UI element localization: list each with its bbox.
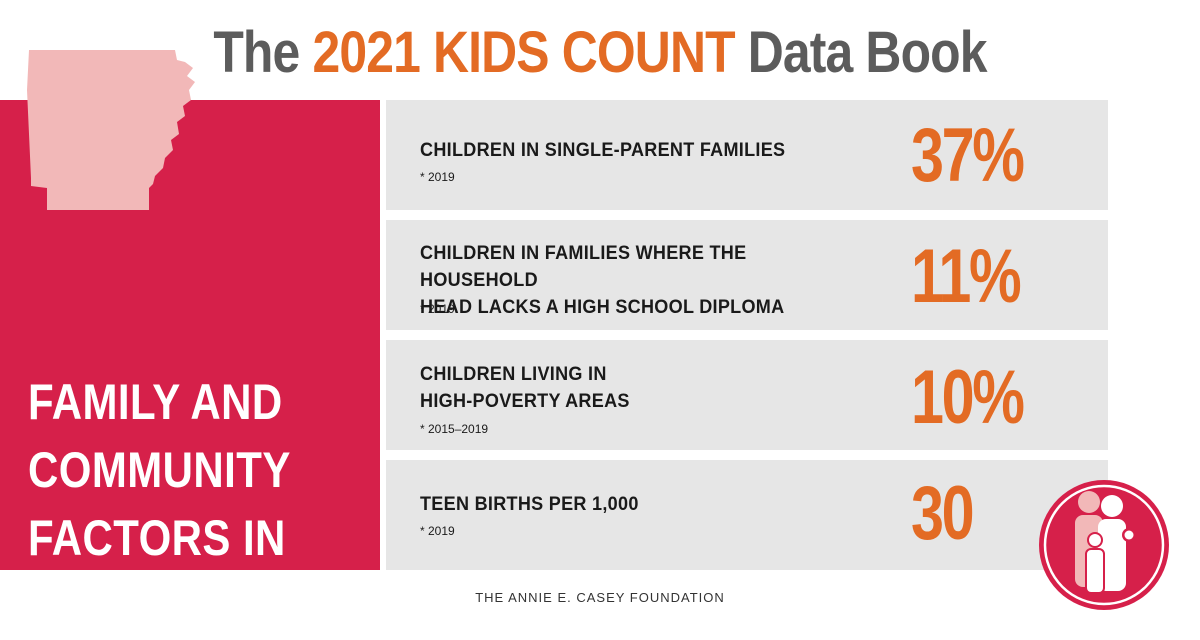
title-prefix: The — [213, 20, 300, 85]
title-accent: 2021 KIDS COUNT — [312, 20, 735, 85]
indicator-note: * 2019 — [420, 170, 455, 184]
arkansas-state-outline-icon — [27, 50, 195, 210]
indicator-value: 11% — [911, 234, 1022, 319]
indicator-row: CHILDREN LIVING IN HIGH-POVERTY AREAS * … — [386, 340, 1108, 450]
indicator-row: CHILDREN IN FAMILIES WHERE THE HOUSEHOLD… — [386, 220, 1108, 330]
indicator-value: 10% — [911, 355, 1025, 440]
indicator-note: * 2019 — [420, 524, 455, 538]
footer-credit: THE ANNIE E. CASEY FOUNDATION — [475, 590, 725, 605]
title-suffix: Data Book — [747, 20, 988, 85]
indicator-note: * 2019 — [420, 302, 455, 316]
indicator-value: 30 — [911, 471, 975, 556]
indicator-label: CHILDREN LIVING IN HIGH-POVERTY AREAS — [420, 364, 630, 412]
indicator-label: CHILDREN IN SINGLE-PARENT FAMILIES — [420, 140, 786, 161]
panel-heading: FAMILY AND COMMUNITY FACTORS IN ARKANSAS — [28, 374, 291, 634]
page-title: The 2021 KIDS COUNT Data Book — [84, 18, 1116, 88]
indicator-label: TEEN BIRTHS PER 1,000 — [420, 494, 639, 515]
indicator-label: CHILDREN IN FAMILIES WHERE THE HOUSEHOLD… — [420, 243, 785, 318]
indicator-row: TEEN BIRTHS PER 1,000 * 2019 30 — [386, 460, 1108, 570]
indicator-value: 37% — [911, 113, 1025, 198]
family-icon — [1039, 480, 1169, 610]
indicator-note: * 2015–2019 — [420, 422, 489, 436]
indicator-row: CHILDREN IN SINGLE-PARENT FAMILIES * 201… — [386, 100, 1108, 210]
topic-panel: FAMILY AND COMMUNITY FACTORS IN ARKANSAS — [0, 100, 380, 634]
